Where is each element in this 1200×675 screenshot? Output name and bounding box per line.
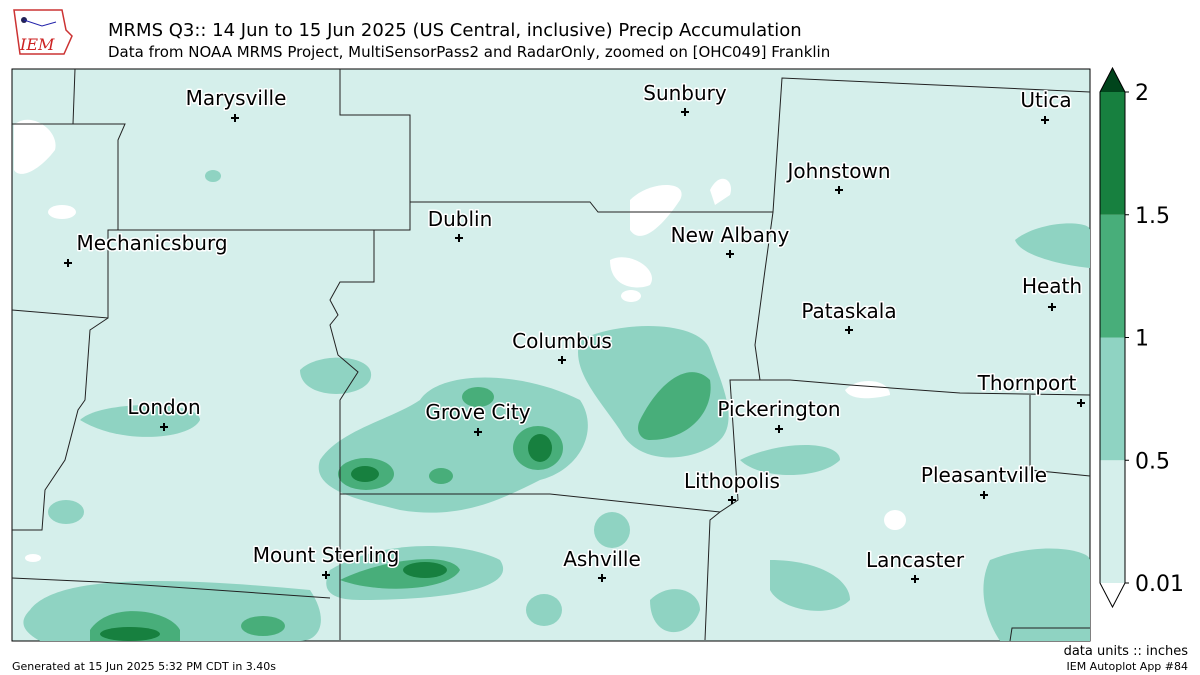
city-label: Pleasantville	[921, 463, 1047, 487]
city-label: Utica	[1020, 88, 1071, 112]
city-label: Dublin	[428, 207, 493, 231]
city-marker	[474, 428, 482, 436]
city-label: Mechanicsburg	[76, 231, 227, 255]
city-label: Lithopolis	[684, 469, 780, 493]
colorbar-tick-label: 0.5	[1135, 449, 1170, 474]
colorbar: 0.01 0.5 1 1.5 2	[1099, 66, 1184, 609]
generated-note: Generated at 15 Jun 2025 5:32 PM CDT in …	[12, 660, 276, 673]
city-marker	[911, 575, 919, 583]
city-label: Columbus	[512, 329, 612, 353]
city-marker	[1077, 399, 1085, 407]
city-marker	[775, 425, 783, 433]
city-label: London	[127, 395, 200, 419]
precip-contours-high	[90, 372, 711, 641]
city-marker	[845, 326, 853, 334]
app-note: IEM Autoplot App #84	[1067, 660, 1189, 673]
map-frame	[11, 68, 1091, 642]
city-marker	[728, 496, 736, 504]
map: Marysville Sunbury Utica Johnstown Dublin New…	[11, 68, 1091, 642]
city-marker	[160, 423, 168, 431]
city-label: Ashville	[563, 547, 641, 571]
city-label: Pataskala	[801, 299, 896, 323]
city-marker	[598, 574, 606, 582]
city-label: Pickerington	[717, 397, 840, 421]
colorbar-tick-label: 2	[1135, 81, 1149, 106]
colorbar-tick-label: 0.01	[1135, 572, 1184, 597]
colorbar-under	[1100, 583, 1125, 607]
colorbar-tick-label: 1.5	[1135, 204, 1170, 229]
cities: Marysville Sunbury Utica Johnstown Dublin New…	[64, 80, 1085, 583]
city-label: Heath	[1022, 274, 1082, 298]
city-label: Thornport	[977, 371, 1077, 395]
city-marker	[1048, 303, 1056, 311]
city-label: Johnstown	[785, 159, 890, 183]
logo-text: IEM	[19, 35, 55, 54]
colorbar-bin	[1100, 337, 1125, 461]
colorbar-over	[1100, 68, 1125, 92]
precip-contours-max	[100, 434, 552, 641]
city-label: Marysville	[186, 86, 287, 110]
units-label: data units :: inches	[1064, 644, 1189, 659]
colorbar-bin	[1100, 92, 1125, 215]
city-marker	[726, 250, 734, 258]
title: MRMS Q3:: 14 Jun to 15 Jun 2025 (US Cent…	[108, 20, 802, 41]
city-marker	[322, 571, 330, 579]
colorbar-bin	[1100, 460, 1125, 583]
county-borders	[11, 68, 1091, 642]
city-label: Sunbury	[643, 81, 727, 105]
city-marker	[681, 108, 689, 116]
city-marker	[1041, 116, 1049, 124]
city-marker	[558, 356, 566, 364]
city-label: Grove City	[425, 400, 530, 424]
city-marker	[231, 114, 239, 122]
city-label: New Albany	[671, 223, 790, 247]
logo: IEM	[13, 9, 73, 55]
city-label: Lancaster	[866, 548, 965, 572]
city-marker	[980, 491, 988, 499]
no-precip	[14, 119, 906, 562]
colorbar-bin	[1100, 214, 1125, 338]
city-marker	[835, 186, 843, 194]
city-marker	[64, 259, 72, 267]
city-marker	[455, 234, 463, 242]
subtitle: Data from NOAA MRMS Project, MultiSensor…	[108, 43, 830, 61]
city-label: Mount Sterling	[253, 543, 400, 567]
colorbar-tick-label: 1	[1135, 327, 1149, 352]
